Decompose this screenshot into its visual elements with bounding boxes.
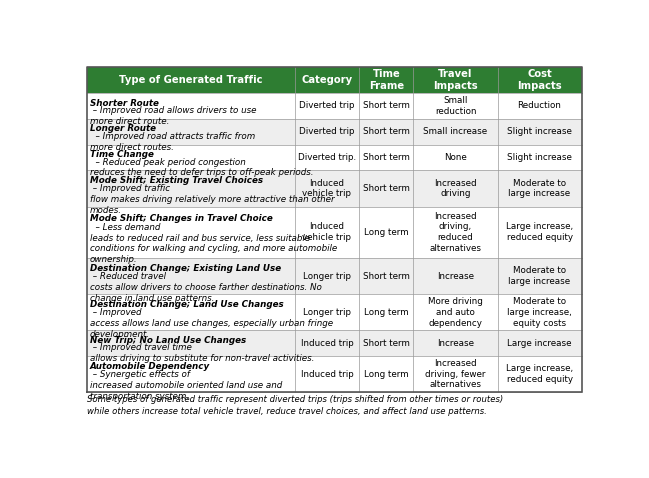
Text: – Improved travel time
allows driving to substitute for non-travel activities.: – Improved travel time allows driving to… <box>90 343 314 363</box>
Text: Long term: Long term <box>364 370 409 379</box>
Text: Time Change: Time Change <box>90 150 154 159</box>
Bar <box>87 330 582 356</box>
Text: New Trip; No Land Use Changes: New Trip; No Land Use Changes <box>90 336 246 345</box>
Text: Moderate to
large increase: Moderate to large increase <box>509 179 570 198</box>
Text: None: None <box>444 153 467 162</box>
Text: Slight increase: Slight increase <box>507 153 572 162</box>
Text: – Synergetic effects of
increased automobile oriented land use and
transportatio: – Synergetic effects of increased automo… <box>90 370 282 401</box>
Bar <box>87 294 582 330</box>
Text: Moderate to
large increase: Moderate to large increase <box>509 266 570 286</box>
Text: More driving
and auto
dependency: More driving and auto dependency <box>428 297 483 327</box>
Text: Induced
vehicle trip: Induced vehicle trip <box>302 179 352 198</box>
Bar <box>87 206 582 258</box>
Text: Large increase: Large increase <box>508 339 572 348</box>
Text: Large increase,
reduced equity: Large increase, reduced equity <box>506 222 573 242</box>
Text: Short term: Short term <box>363 101 410 110</box>
Text: Induced
vehicle trip: Induced vehicle trip <box>302 222 352 242</box>
Text: Increase: Increase <box>437 272 474 281</box>
Text: Large increase,
reduced equity: Large increase, reduced equity <box>506 364 573 384</box>
Text: Short term: Short term <box>363 184 410 193</box>
Text: Time
Frame: Time Frame <box>369 69 404 91</box>
Text: Destination Change; Land Use Changes: Destination Change; Land Use Changes <box>90 300 284 309</box>
Text: Induced trip: Induced trip <box>300 370 353 379</box>
Text: – Improved
access allows land use changes, especially urban fringe
development.: – Improved access allows land use change… <box>90 308 333 339</box>
Bar <box>87 258 582 294</box>
Text: Destination Change; Existing Land Use: Destination Change; Existing Land Use <box>90 264 281 273</box>
Text: Increased
driving,
reduced
alternatives: Increased driving, reduced alternatives <box>430 212 482 253</box>
Text: Short term: Short term <box>363 153 410 162</box>
Text: Long term: Long term <box>364 228 409 237</box>
Text: Moderate to
large increase,
equity costs: Moderate to large increase, equity costs <box>507 297 572 327</box>
Bar <box>87 119 582 145</box>
Text: Diverted trip.: Diverted trip. <box>298 153 356 162</box>
Text: Mode Shift; Changes in Travel Choice: Mode Shift; Changes in Travel Choice <box>90 214 273 223</box>
Text: Increase: Increase <box>437 339 474 348</box>
Bar <box>87 66 582 93</box>
Text: – Improved road attracts traffic from
more direct routes.: – Improved road attracts traffic from mo… <box>90 132 255 152</box>
Text: – Improved traffic
flow makes driving relatively more attractive than other
mode: – Improved traffic flow makes driving re… <box>90 185 334 215</box>
Text: Shorter Route: Shorter Route <box>90 98 158 108</box>
Bar <box>87 171 582 206</box>
Bar <box>87 93 582 119</box>
Bar <box>87 145 582 171</box>
Text: – Less demand
leads to reduced rail and bus service, less suitable
conditions fo: – Less demand leads to reduced rail and … <box>90 223 337 264</box>
Text: Small increase: Small increase <box>423 127 487 136</box>
Text: Increased
driving, fewer
alternatives: Increased driving, fewer alternatives <box>425 359 485 390</box>
Text: Reduction: Reduction <box>518 101 561 110</box>
Text: – Improved road allows drivers to use
more direct route.: – Improved road allows drivers to use mo… <box>90 106 256 126</box>
Text: Longer Route: Longer Route <box>90 124 156 133</box>
Text: Mode Shift; Existing Travel Choices: Mode Shift; Existing Travel Choices <box>90 176 263 185</box>
Text: Small
reduction: Small reduction <box>435 96 476 116</box>
Text: Type of Generated Traffic: Type of Generated Traffic <box>119 75 263 85</box>
Text: Short term: Short term <box>363 272 410 281</box>
Text: Travel
Impacts: Travel Impacts <box>433 69 478 91</box>
Bar <box>87 356 582 392</box>
Text: Induced trip: Induced trip <box>300 339 353 348</box>
Text: Cost
Impacts: Cost Impacts <box>517 69 562 91</box>
Text: Short term: Short term <box>363 127 410 136</box>
Text: Slight increase: Slight increase <box>507 127 572 136</box>
Text: Category: Category <box>301 75 352 85</box>
Text: Diverted trip: Diverted trip <box>299 127 355 136</box>
Text: Automobile Dependency: Automobile Dependency <box>90 362 210 371</box>
Text: Longer trip: Longer trip <box>303 272 351 281</box>
Text: – Reduced peak period congestion
reduces the need to defer trips to off-peak per: – Reduced peak period congestion reduces… <box>90 158 313 177</box>
Text: Short term: Short term <box>363 339 410 348</box>
Text: Long term: Long term <box>364 308 409 317</box>
Text: Increased
driving: Increased driving <box>434 179 477 198</box>
Text: – Reduced travel
costs allow drivers to choose farther destinations. No
change i: – Reduced travel costs allow drivers to … <box>90 272 321 303</box>
Text: Some types of generated traffic represent diverted trips (trips shifted from oth: Some types of generated traffic represen… <box>87 395 504 416</box>
Text: Diverted trip: Diverted trip <box>299 101 355 110</box>
Text: Longer trip: Longer trip <box>303 308 351 317</box>
